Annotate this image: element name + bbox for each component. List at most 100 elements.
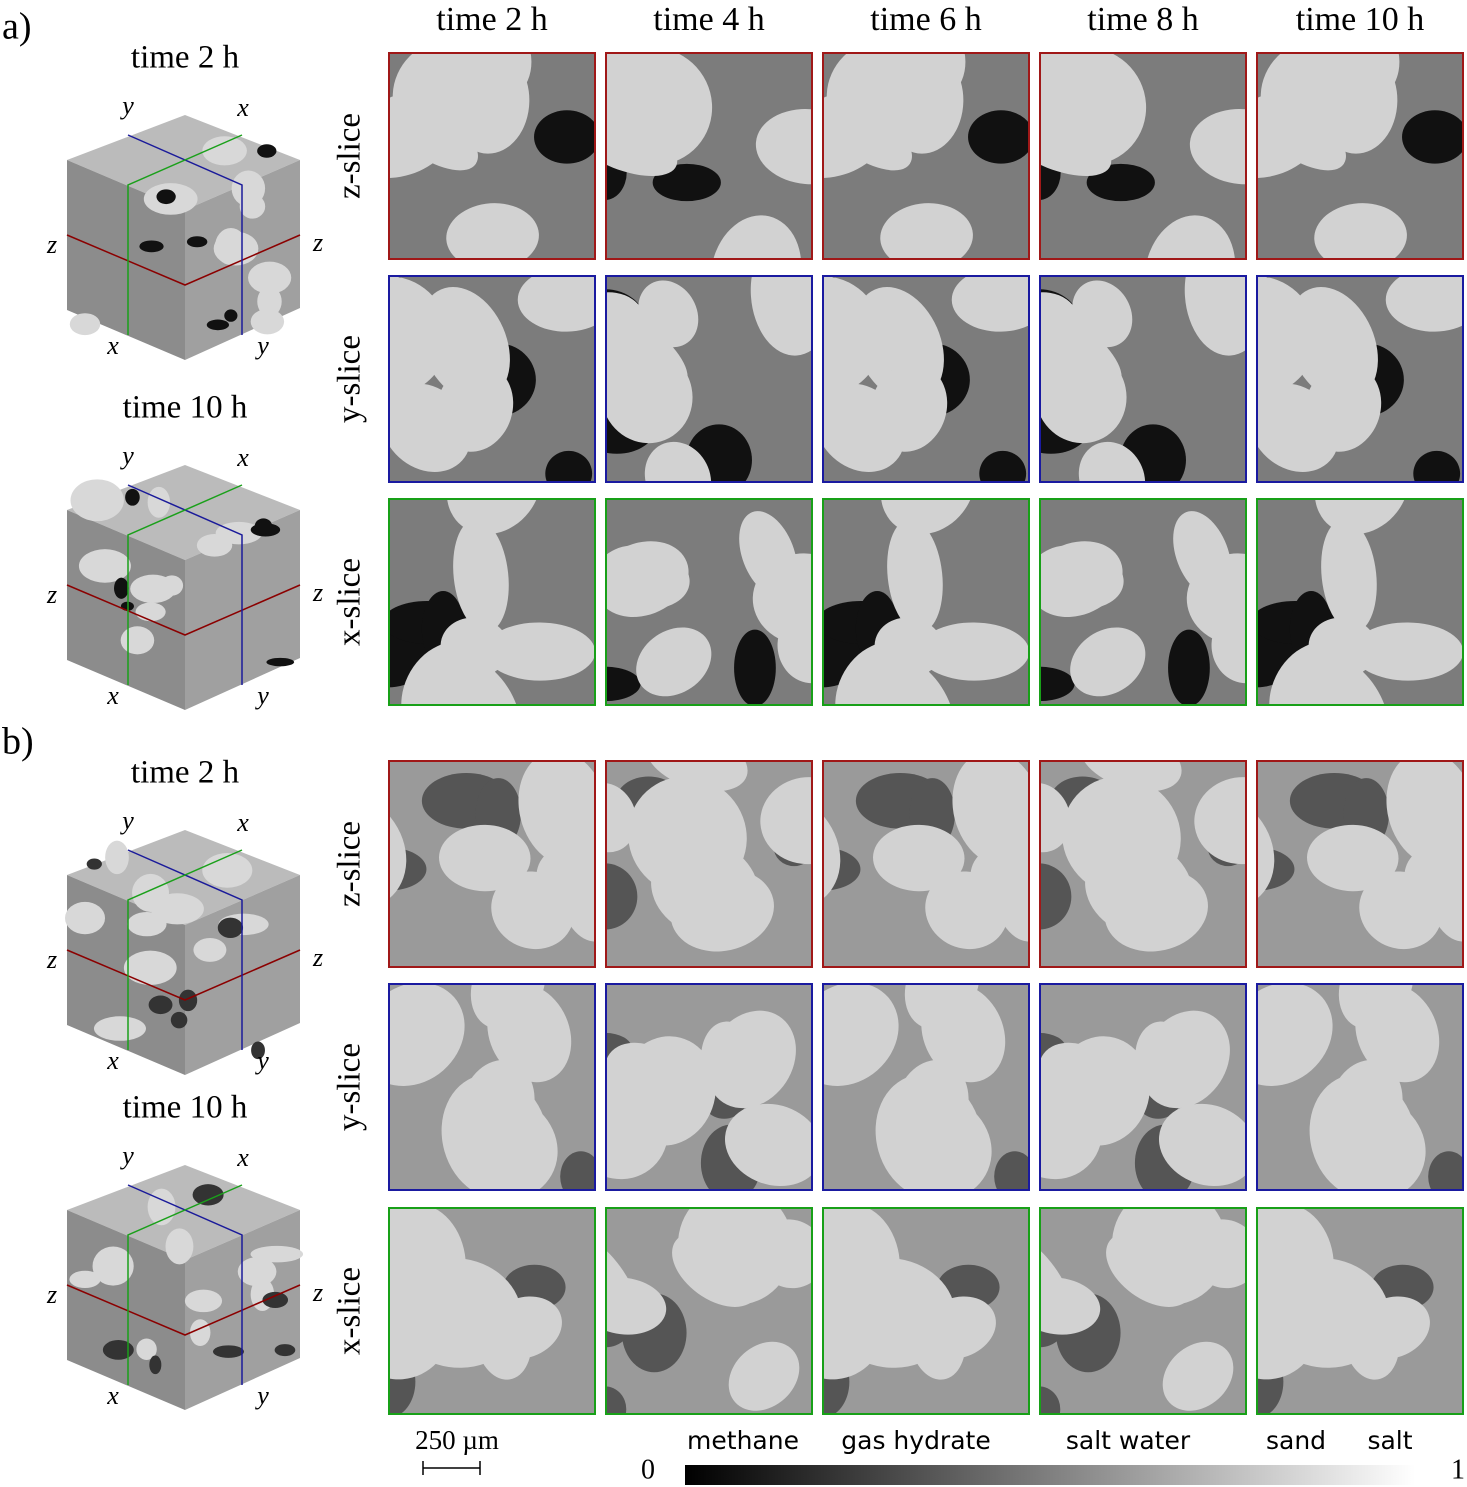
slice-frame [1256,760,1464,968]
row-label: x-slice [332,558,368,646]
row-label: y-slice [332,335,368,423]
slice-image [822,983,1030,1191]
grain [1256,385,1345,455]
grain [491,871,575,950]
axis-label: y [119,91,134,120]
slice-image [822,760,1030,968]
grains [388,1207,566,1415]
colorbar-label: methane [687,1426,799,1455]
axis-label: x [106,1381,119,1410]
slice-frame [388,52,596,260]
axis-label: z [46,945,57,974]
slice-image [1256,275,1464,483]
slice-frame [388,760,596,968]
slice-image [1256,1207,1464,1415]
slice-frame [388,1207,596,1415]
axis-label: x [106,681,119,710]
grain [750,275,813,356]
axis-label: z [46,580,57,609]
grain [147,486,171,518]
grain [453,519,509,633]
grain [605,347,693,444]
grains [388,760,596,950]
pore [605,863,638,930]
axis-label: z [312,578,323,607]
grain [388,385,477,455]
pore [217,917,244,939]
grain [147,1188,176,1226]
slice-image [605,1207,813,1415]
slice-image [822,275,1030,483]
grains [605,760,813,952]
grain [1039,544,1124,609]
grain [189,1319,211,1346]
grain [193,937,227,962]
grain [1194,777,1247,865]
row-label: y-slice [332,1043,368,1131]
slice-frame [822,498,1030,706]
grain [250,308,285,335]
grain [65,901,106,935]
axis-label: z [46,230,57,259]
grain [873,824,965,892]
grain [1211,609,1247,684]
grain [894,1060,969,1152]
grain [93,1016,146,1041]
pore [1413,450,1461,483]
grain [150,893,204,925]
axis-label: x [106,1046,119,1075]
pore [652,163,721,202]
pore [274,1344,296,1357]
grains [605,1207,813,1415]
grain [1039,1277,1101,1335]
pore [266,657,295,667]
grain [1328,1060,1403,1152]
slice-frame [1256,52,1464,260]
grains [822,498,1030,706]
grains [1039,52,1247,260]
grain [213,231,259,266]
cut-line [127,134,243,335]
slice-frame [822,275,1030,483]
slice-frame [605,275,813,483]
axis-label: x [106,331,119,360]
grains [1039,1207,1247,1415]
slice-image [605,983,813,1191]
axis-label: y [119,1141,134,1170]
grain [518,760,596,866]
grain [1111,1207,1228,1305]
pore [1039,1386,1061,1415]
pore [254,518,273,535]
grain [1070,627,1146,697]
grain [1355,983,1440,1083]
grain [388,983,465,1087]
grain [1140,1010,1230,1109]
slice-image [822,498,1030,706]
pore [149,1355,162,1375]
grain [446,498,542,535]
slice-image [822,52,1030,260]
slice-frame [1039,760,1247,968]
slice-image [1039,983,1247,1191]
grain [881,52,964,154]
column-header: time 8 h [1087,1,1198,38]
grains [388,983,596,1191]
grain [1173,511,1232,598]
colorbar-label: salt water [1066,1426,1191,1455]
grains [605,511,813,706]
pore [605,666,641,702]
axis-label: z [46,1280,57,1309]
grain [951,275,1030,332]
cube-top [67,465,300,560]
grain [1158,1103,1247,1187]
grain [92,1246,134,1286]
slice-frame [1256,1207,1464,1415]
grain [1189,1219,1247,1289]
slice-image [1256,983,1464,1191]
grains [1039,1010,1247,1191]
grain [250,1245,304,1263]
column-header: time 10 h [1296,1,1424,38]
grains [1256,1207,1434,1415]
grains [1039,760,1247,952]
